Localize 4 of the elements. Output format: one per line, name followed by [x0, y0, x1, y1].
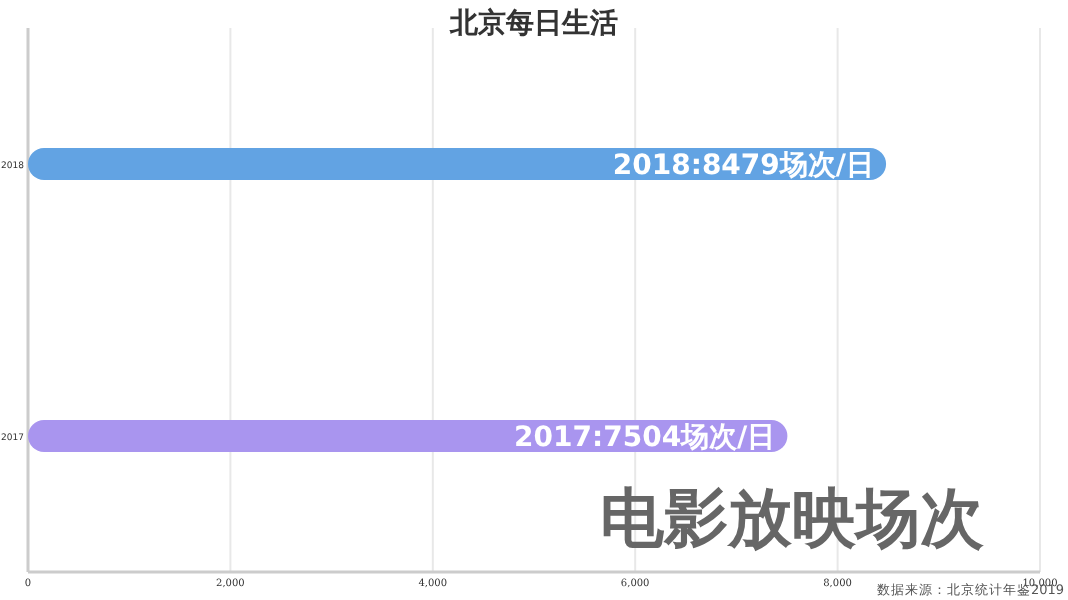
data-label: 2018:8479场次/日 — [612, 150, 875, 182]
annotation: 电影放映场次 — [600, 480, 984, 556]
data-label: 2017:7504场次/日 — [514, 422, 776, 454]
chart-title: 北京每日生活 — [448, 6, 618, 40]
